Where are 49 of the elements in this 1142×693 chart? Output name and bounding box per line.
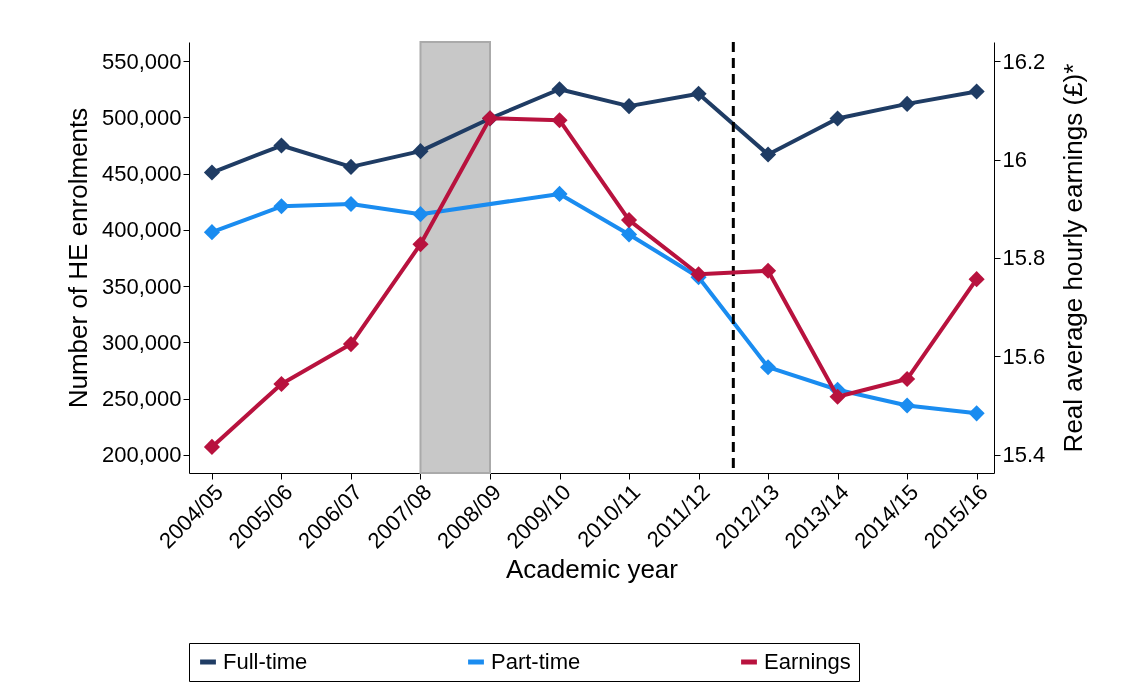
point — [273, 375, 290, 393]
legend-label: Full-time — [223, 649, 308, 674]
point — [551, 185, 568, 202]
y2-tick-label: 16.2 — [1002, 48, 1046, 74]
point — [551, 81, 568, 98]
point — [342, 336, 360, 353]
point — [203, 438, 220, 455]
point — [203, 164, 220, 181]
x-axis-title: Academic year — [506, 553, 679, 584]
point — [412, 206, 429, 223]
y-tick-label: 550,000 — [101, 48, 182, 74]
point — [203, 224, 220, 241]
legend-label: Part-time — [491, 649, 581, 674]
y-tick-label: 200,000 — [101, 442, 182, 468]
point — [342, 158, 360, 175]
point — [342, 195, 360, 213]
y-tick-label: 450,000 — [101, 161, 182, 187]
y2-axis-title: Real average hourly earnings (£)* — [1058, 63, 1089, 453]
point — [273, 198, 290, 215]
point — [829, 388, 846, 405]
point — [690, 85, 707, 102]
point — [273, 137, 290, 154]
y-tick-label: 250,000 — [101, 386, 182, 412]
point — [968, 83, 985, 100]
point — [620, 212, 638, 229]
point — [620, 98, 638, 115]
point — [760, 262, 777, 279]
y2-tick-label: 16 — [1002, 147, 1027, 173]
y-tick-label: 350,000 — [101, 273, 182, 299]
legend-label: Earnings — [764, 649, 851, 674]
point — [829, 110, 846, 127]
point — [620, 226, 638, 243]
point — [412, 236, 429, 253]
point — [899, 370, 916, 388]
y-axis-title: Number of HE enrolments — [62, 107, 93, 409]
point — [899, 397, 916, 414]
y-tick-label: 500,000 — [101, 104, 182, 130]
point — [760, 359, 777, 376]
point — [760, 146, 777, 163]
y2-tick-label: 15.6 — [1002, 343, 1046, 369]
point — [968, 405, 985, 422]
y2-tick-label: 15.8 — [1002, 245, 1046, 271]
y2-tick-label: 15.4 — [1002, 442, 1046, 468]
y-tick-label: 300,000 — [101, 329, 182, 355]
point — [899, 95, 916, 112]
point — [412, 143, 429, 160]
y-tick-label: 400,000 — [101, 217, 182, 243]
point — [551, 112, 568, 129]
point — [968, 271, 985, 288]
